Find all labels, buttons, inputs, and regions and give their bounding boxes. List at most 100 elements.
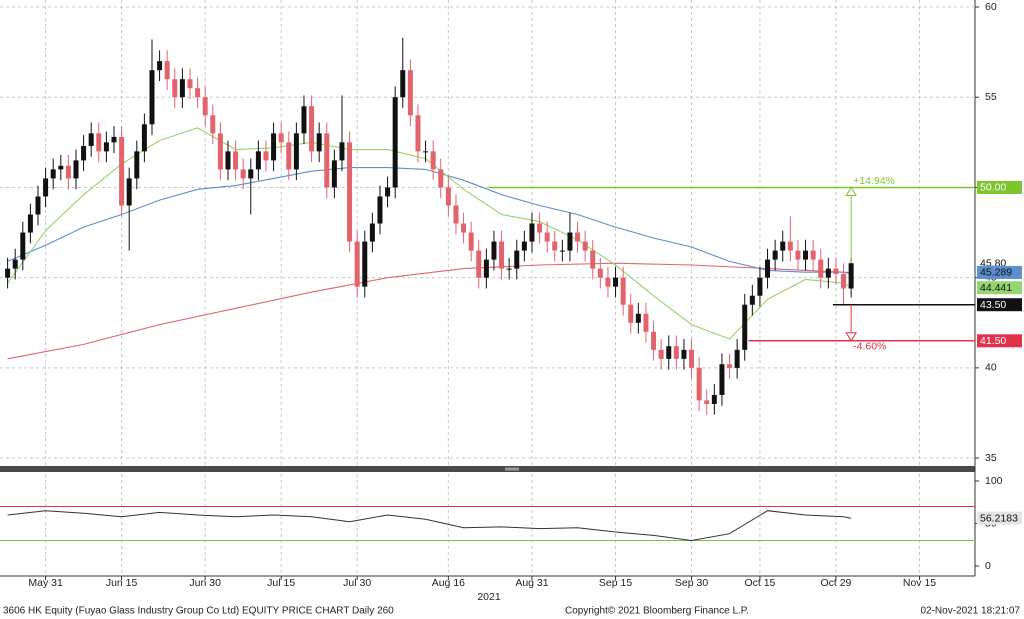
x-tick-label: Sep 15 [599, 577, 632, 589]
candle-body [263, 151, 269, 161]
candle-body [780, 241, 786, 251]
candle-body [96, 133, 102, 152]
separator-handle[interactable] [505, 467, 519, 471]
candle-body [453, 205, 459, 224]
candle-body [651, 331, 657, 350]
candle-body [582, 241, 588, 251]
candle-body [803, 250, 809, 260]
candle-body [339, 142, 345, 161]
candle-body [415, 115, 421, 152]
candle-body [711, 394, 717, 404]
candle-body [461, 223, 467, 233]
level-label: 50.00 [980, 182, 1006, 194]
level-label-box [977, 334, 1022, 348]
candle-body [362, 241, 368, 287]
candle-body [658, 349, 664, 359]
candle-body [575, 232, 581, 242]
y-tick-label: 100 [985, 475, 1003, 487]
x-tick-label: Sep 30 [675, 577, 708, 589]
moving-average-label: 45.289 [980, 267, 1012, 279]
candle-body [742, 304, 748, 350]
x-tick-label: Jun 15 [106, 577, 138, 589]
candle-body [620, 277, 626, 305]
candle-body [590, 250, 596, 269]
candle-body [673, 346, 679, 359]
y-tick-label: 60 [985, 1, 997, 13]
candle-body [202, 97, 208, 116]
candle-body [704, 400, 710, 404]
candle-body [309, 106, 315, 152]
candle-body [445, 187, 451, 206]
candle-body [119, 136, 125, 206]
candle-body [529, 223, 535, 242]
level-label-box [977, 180, 1022, 194]
candle-body [597, 268, 603, 278]
annotation: +14.94% [853, 175, 895, 187]
candle-body [210, 115, 216, 134]
candle-body [377, 196, 383, 224]
candle-body [734, 349, 740, 368]
candle-body [696, 367, 702, 401]
candle-body [65, 165, 71, 179]
candle-body [81, 145, 87, 161]
y-tick-label: 40 [985, 362, 997, 374]
x-tick-label: Aug 16 [432, 577, 465, 589]
candle-body [347, 142, 353, 242]
level-label-box [977, 298, 1022, 312]
candle-body [719, 364, 725, 395]
candle-body [772, 250, 778, 260]
candle-body [499, 241, 505, 269]
candle-body [476, 250, 482, 278]
moving-average-label-box [977, 265, 1022, 279]
candle-body [605, 277, 611, 287]
candle-body [233, 151, 239, 170]
candle-body [195, 88, 201, 98]
candle-body [483, 259, 489, 278]
x-tick-label: Jun 30 [189, 577, 221, 589]
x-tick-label: May 31 [28, 577, 63, 589]
candle-body [544, 232, 550, 242]
candle-body [841, 274, 847, 289]
candle-body [537, 223, 543, 233]
x-axis-year: 2021 [477, 591, 501, 603]
candle-body [400, 70, 406, 98]
candle-body [430, 151, 436, 170]
candle-body [271, 133, 277, 161]
candle-body [385, 187, 391, 197]
candle-body [635, 313, 641, 323]
candle-body [58, 165, 64, 170]
candle-body [179, 79, 185, 98]
moving-average-label: 44.441 [980, 282, 1012, 294]
footer-center: Copyright© 2021 Bloomberg Finance L.P. [565, 606, 749, 617]
panel-separator[interactable] [0, 466, 975, 472]
candle-body [126, 178, 132, 206]
candle-body [88, 133, 94, 146]
candle-body [255, 151, 261, 170]
x-tick-label: Jul 15 [267, 577, 295, 589]
candle-body [316, 133, 322, 152]
candle-body [567, 232, 573, 251]
candle-body [681, 349, 687, 359]
y-tick-label: 0 [985, 560, 991, 572]
candle-body [134, 151, 140, 179]
candle-body [111, 136, 117, 143]
candle-body [438, 169, 444, 188]
candle-body [666, 346, 672, 359]
candle-body [468, 232, 474, 251]
candle-body [240, 169, 246, 179]
annotation-arrowhead [845, 186, 858, 196]
candle-body [225, 151, 231, 170]
candle-body [689, 349, 695, 368]
annotation-arrowhead [845, 332, 858, 342]
candle-body [354, 241, 360, 287]
candle-body [43, 178, 49, 197]
x-tick-label: Aug 31 [515, 577, 548, 589]
candle-body [506, 268, 512, 270]
level-label: 41.50 [980, 335, 1006, 347]
candle-body [103, 142, 109, 152]
candle-body [164, 61, 170, 80]
candle-body [217, 133, 223, 170]
candle-body [613, 277, 619, 287]
